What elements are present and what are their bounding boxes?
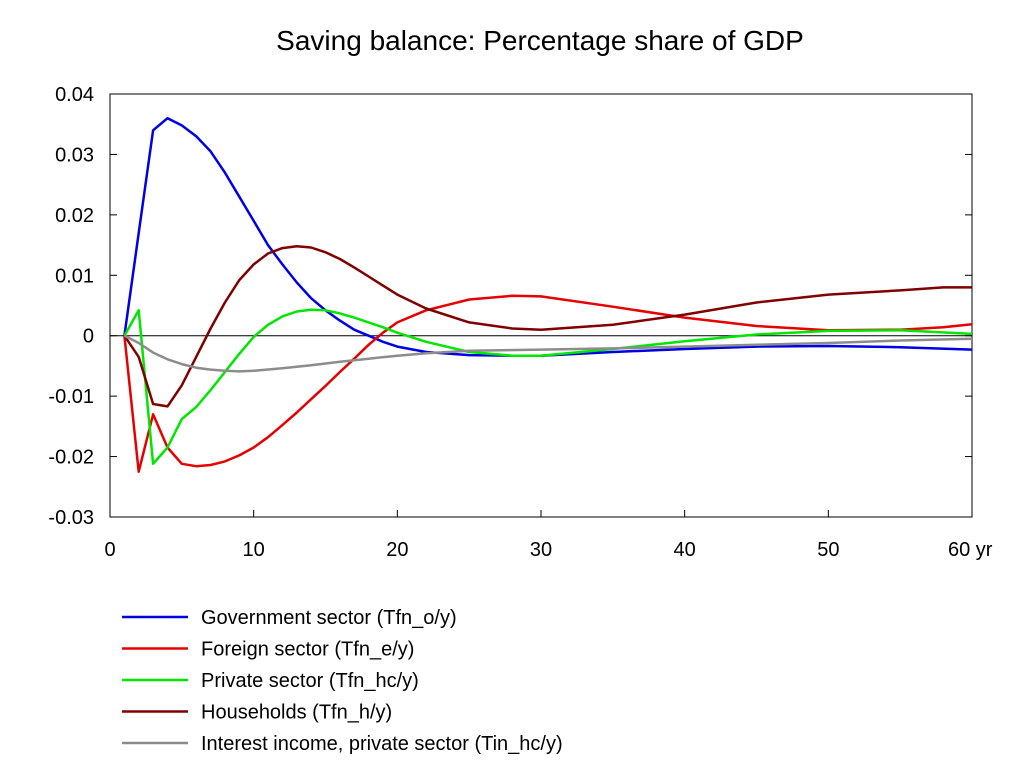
x-axis: 0 10 20 30 40 50 60 yr bbox=[104, 510, 993, 561]
legend-label-4: Households (Tfn_h/y) bbox=[201, 702, 392, 724]
legend: Government sector (Tfn_o/y) Foreign secto… bbox=[122, 607, 563, 755]
chart-title: Saving balance: Percentage share of GDP bbox=[276, 25, 804, 56]
legend-label-2: Foreign sector (Tfn_e/y) bbox=[201, 639, 414, 661]
legend-label-5: Interest income, private sector (Tin_hc/… bbox=[201, 733, 563, 755]
x-tick-label: 50 bbox=[817, 539, 839, 561]
x-tick-label: 30 bbox=[530, 539, 552, 561]
series-lines bbox=[123, 116, 973, 473]
y-tick-label: 0 bbox=[83, 326, 94, 348]
x-tick-label: 60 yr bbox=[948, 539, 993, 561]
series-line-2 bbox=[123, 294, 973, 473]
y-tick-label: -0.01 bbox=[48, 386, 94, 408]
series-line-5 bbox=[123, 334, 973, 373]
series-line-1 bbox=[123, 116, 973, 357]
x-tick-label: 10 bbox=[243, 539, 265, 561]
plot-frame bbox=[109, 93, 973, 518]
legend-label-1: Government sector (Tfn_o/y) bbox=[201, 607, 457, 629]
x-tick-label: 20 bbox=[386, 539, 408, 561]
y-tick-label: 0.01 bbox=[55, 265, 94, 287]
legend-label-3: Private sector (Tfn_hc/y) bbox=[201, 670, 419, 692]
series-line-3 bbox=[123, 308, 973, 466]
y-tick-label: 0.04 bbox=[55, 84, 94, 106]
y-axis: -0.03 -0.02 -0.01 0 0.01 0.02 0.03 0.04 bbox=[48, 84, 972, 529]
y-tick-label: 0.03 bbox=[55, 144, 94, 166]
y-tick-label: -0.03 bbox=[48, 507, 94, 529]
y-tick-label: -0.02 bbox=[48, 447, 94, 469]
x-tick-label: 40 bbox=[674, 539, 696, 561]
y-tick-label: 0.02 bbox=[55, 205, 94, 227]
x-tick-label: 0 bbox=[104, 539, 115, 561]
series-line-4 bbox=[123, 245, 972, 408]
